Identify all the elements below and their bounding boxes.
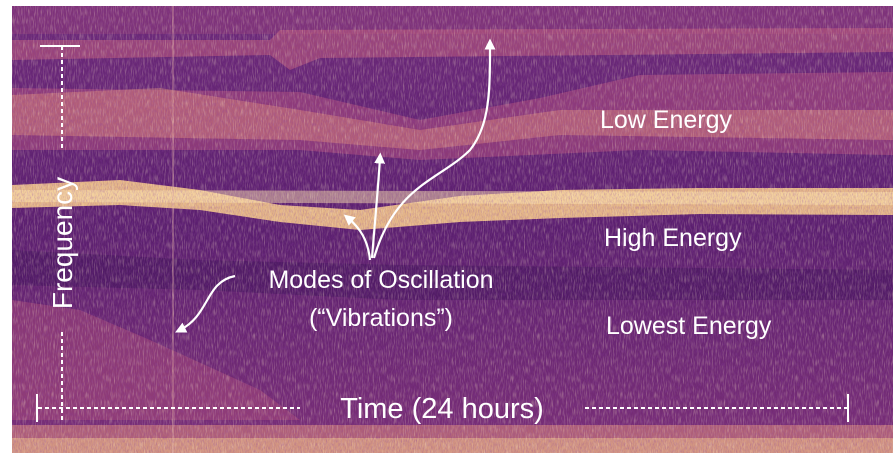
- mode-arrows: [175, 38, 496, 333]
- modes-label-line1: Modes of Oscillation: [268, 266, 493, 294]
- time-axis: Time (24 hours): [36, 393, 849, 425]
- spectrogram-image: [12, 6, 893, 453]
- arrow-to-low-mode: [370, 152, 386, 259]
- modes-label-line2: (“Vibrations”): [309, 304, 453, 332]
- arrow-to-lowest-mode: [175, 274, 236, 333]
- frequency-axis-label: Frequency: [47, 177, 78, 309]
- low-energy-label: Low Energy: [600, 106, 733, 134]
- arrow-to-high-mode: [343, 214, 372, 261]
- time-axis-label: Time (24 hours): [340, 393, 544, 425]
- arrow-to-top-mode: [372, 38, 496, 259]
- lowest-energy-label: Lowest Energy: [606, 312, 772, 340]
- high-energy-label: High Energy: [604, 224, 742, 252]
- frequency-axis: Frequency: [40, 45, 80, 420]
